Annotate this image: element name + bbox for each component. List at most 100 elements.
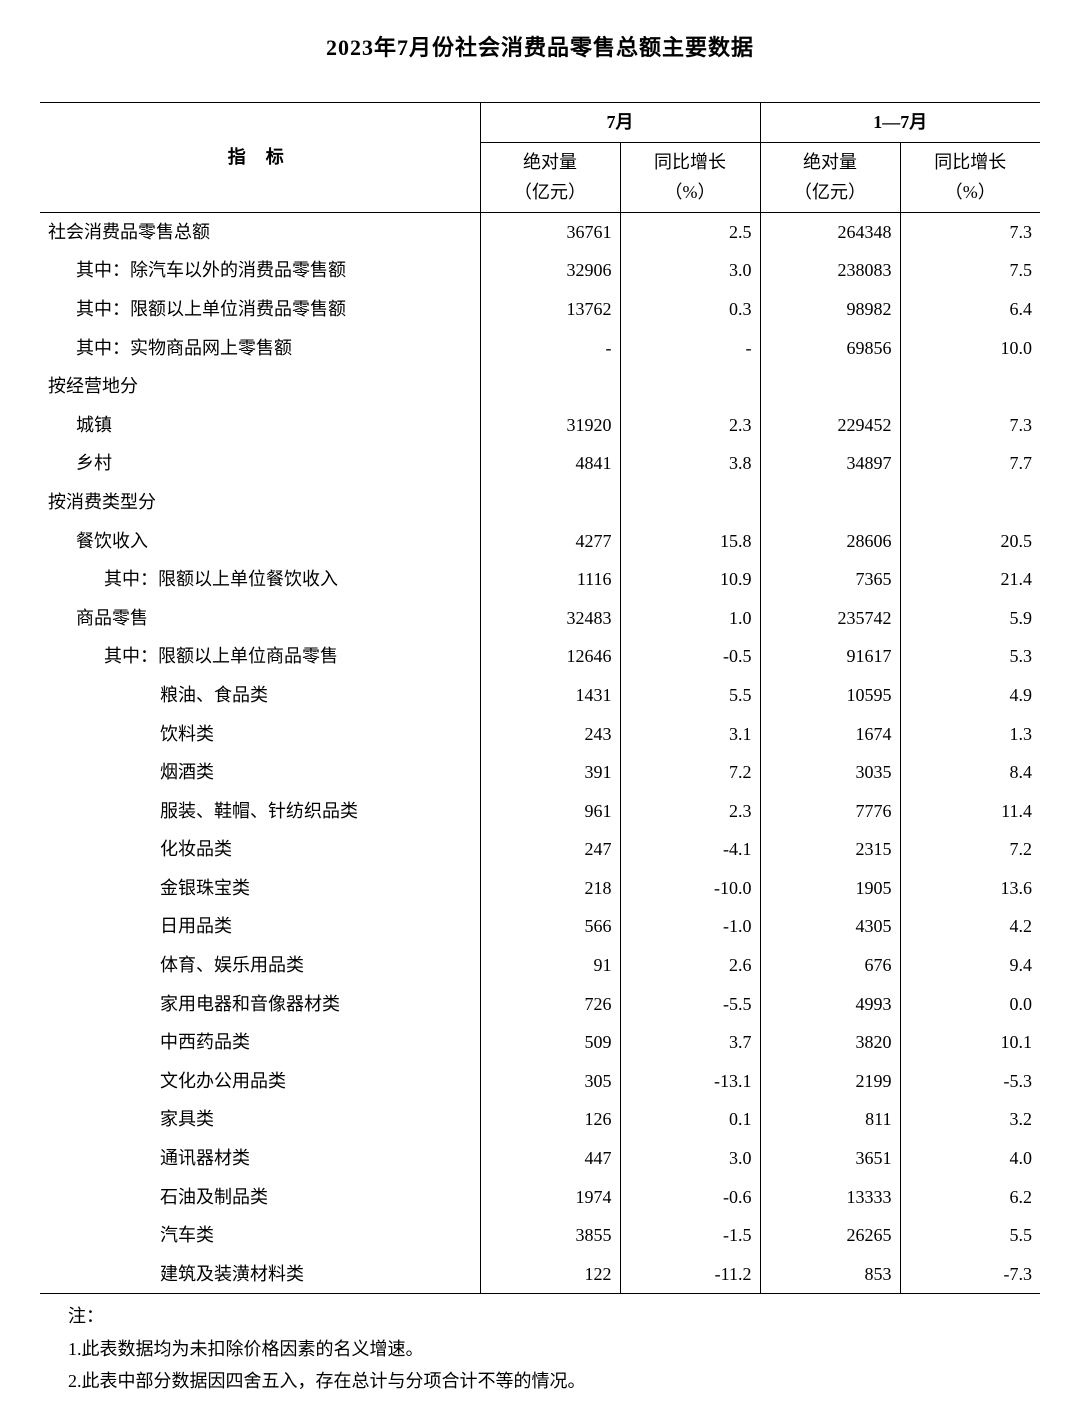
row-value: 7.2 <box>620 753 760 792</box>
row-value: 7776 <box>760 792 900 831</box>
notes-section: 注： 1.此表数据均为未扣除价格因素的名义增速。 2.此表中部分数据因四舍五入，… <box>40 1300 1040 1397</box>
row-value: 4.0 <box>900 1139 1040 1178</box>
row-value: 12646 <box>480 637 620 676</box>
row-value: 11.4 <box>900 792 1040 831</box>
row-label: 家具类 <box>40 1100 480 1139</box>
row-value: 2.3 <box>620 406 760 445</box>
row-value: 2.5 <box>620 212 760 251</box>
row-value: 2199 <box>760 1062 900 1101</box>
row-value: 26265 <box>760 1216 900 1255</box>
row-value: -1.0 <box>620 907 760 946</box>
row-value <box>480 367 620 406</box>
notes-label: 注： <box>40 1300 1040 1332</box>
row-value: 509 <box>480 1023 620 1062</box>
row-value: 6.2 <box>900 1178 1040 1217</box>
header-abs-1: 绝对量 （亿元） <box>480 142 620 212</box>
header-growth-label: 同比增长 <box>654 152 726 172</box>
table-row: 饮料类2433.116741.3 <box>40 715 1040 754</box>
table-row: 服装、鞋帽、针纺织品类9612.3777611.4 <box>40 792 1040 831</box>
table-row: 餐饮收入427715.82860620.5 <box>40 522 1040 561</box>
row-value: 7.3 <box>900 212 1040 251</box>
row-value: -0.6 <box>620 1178 760 1217</box>
row-value: 3.2 <box>900 1100 1040 1139</box>
table-row: 商品零售324831.02357425.9 <box>40 599 1040 638</box>
table-row: 烟酒类3917.230358.4 <box>40 753 1040 792</box>
row-value <box>760 483 900 522</box>
table-row: 其中：限额以上单位消费品零售额137620.3989826.4 <box>40 290 1040 329</box>
page-title: 2023年7月份社会消费品零售总额主要数据 <box>40 30 1040 62</box>
row-label: 日用品类 <box>40 907 480 946</box>
row-value <box>900 367 1040 406</box>
row-value: 676 <box>760 946 900 985</box>
header-growth-unit: （%） <box>945 182 996 202</box>
row-value: 69856 <box>760 329 900 368</box>
row-value: 10.9 <box>620 560 760 599</box>
row-label: 家用电器和音像器材类 <box>40 985 480 1024</box>
row-value: 91617 <box>760 637 900 676</box>
row-value: 7.2 <box>900 830 1040 869</box>
row-value <box>620 483 760 522</box>
row-label: 商品零售 <box>40 599 480 638</box>
row-label: 其中：除汽车以外的消费品零售额 <box>40 251 480 290</box>
row-value: -5.3 <box>900 1062 1040 1101</box>
table-row: 其中：限额以上单位餐饮收入111610.9736521.4 <box>40 560 1040 599</box>
row-value: 0.3 <box>620 290 760 329</box>
header-growth-2: 同比增长 （%） <box>900 142 1040 212</box>
row-value: 10.0 <box>900 329 1040 368</box>
row-value: 32906 <box>480 251 620 290</box>
row-value: 15.8 <box>620 522 760 561</box>
table-row: 中西药品类5093.7382010.1 <box>40 1023 1040 1062</box>
row-value: 4993 <box>760 985 900 1024</box>
row-label: 烟酒类 <box>40 753 480 792</box>
row-value: 391 <box>480 753 620 792</box>
row-label: 石油及制品类 <box>40 1178 480 1217</box>
table-row: 其中：除汽车以外的消费品零售额329063.02380837.5 <box>40 251 1040 290</box>
row-value: 7.5 <box>900 251 1040 290</box>
row-label: 体育、娱乐用品类 <box>40 946 480 985</box>
table-row: 按经营地分 <box>40 367 1040 406</box>
row-label: 文化办公用品类 <box>40 1062 480 1101</box>
row-value: -13.1 <box>620 1062 760 1101</box>
row-label: 城镇 <box>40 406 480 445</box>
row-value: 5.9 <box>900 599 1040 638</box>
row-value: 1674 <box>760 715 900 754</box>
row-value: 2.6 <box>620 946 760 985</box>
row-value: 264348 <box>760 212 900 251</box>
row-value: 122 <box>480 1255 620 1294</box>
row-value: 4305 <box>760 907 900 946</box>
row-value: 811 <box>760 1100 900 1139</box>
row-label: 其中：限额以上单位消费品零售额 <box>40 290 480 329</box>
row-value: 3.0 <box>620 251 760 290</box>
row-label: 其中：限额以上单位商品零售 <box>40 637 480 676</box>
row-value: 1431 <box>480 676 620 715</box>
table-row: 体育、娱乐用品类912.66769.4 <box>40 946 1040 985</box>
row-label: 其中：限额以上单位餐饮收入 <box>40 560 480 599</box>
row-value: 13.6 <box>900 869 1040 908</box>
table-row: 粮油、食品类14315.5105954.9 <box>40 676 1040 715</box>
header-abs-label: 绝对量 <box>523 152 577 172</box>
row-label: 其中：实物商品网上零售额 <box>40 329 480 368</box>
row-value: 21.4 <box>900 560 1040 599</box>
table-row: 石油及制品类1974-0.6133336.2 <box>40 1178 1040 1217</box>
row-value: 7.7 <box>900 444 1040 483</box>
table-row: 日用品类566-1.043054.2 <box>40 907 1040 946</box>
row-value: 247 <box>480 830 620 869</box>
row-value: 3.8 <box>620 444 760 483</box>
header-abs-unit: （亿元） <box>514 182 586 202</box>
notes-item: 2.此表中部分数据因四舍五入，存在总计与分项合计不等的情况。 <box>40 1365 1040 1397</box>
row-value: 3035 <box>760 753 900 792</box>
header-abs-2: 绝对量 （亿元） <box>760 142 900 212</box>
row-value: 20.5 <box>900 522 1040 561</box>
row-value: 13762 <box>480 290 620 329</box>
row-value: 3820 <box>760 1023 900 1062</box>
row-value: 0.0 <box>900 985 1040 1024</box>
row-value: 10595 <box>760 676 900 715</box>
row-value: 447 <box>480 1139 620 1178</box>
header-indicator: 指标 <box>40 103 480 213</box>
row-value: 4.9 <box>900 676 1040 715</box>
row-value: 0.1 <box>620 1100 760 1139</box>
table-row: 乡村48413.8348977.7 <box>40 444 1040 483</box>
header-period-2: 1—7月 <box>760 103 1040 143</box>
row-value: 8.4 <box>900 753 1040 792</box>
row-value: 3.1 <box>620 715 760 754</box>
